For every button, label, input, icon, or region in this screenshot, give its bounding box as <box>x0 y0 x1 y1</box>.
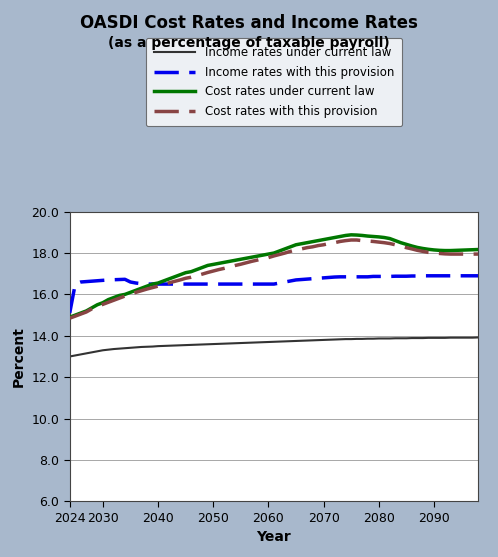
Y-axis label: Percent: Percent <box>12 326 26 387</box>
Text: OASDI Cost Rates and Income Rates: OASDI Cost Rates and Income Rates <box>80 14 418 32</box>
X-axis label: Year: Year <box>256 530 291 544</box>
Text: (as a percentage of taxable payroll): (as a percentage of taxable payroll) <box>108 36 390 50</box>
Legend: Income rates under current law, Income rates with this provision, Cost rates und: Income rates under current law, Income r… <box>145 38 402 126</box>
